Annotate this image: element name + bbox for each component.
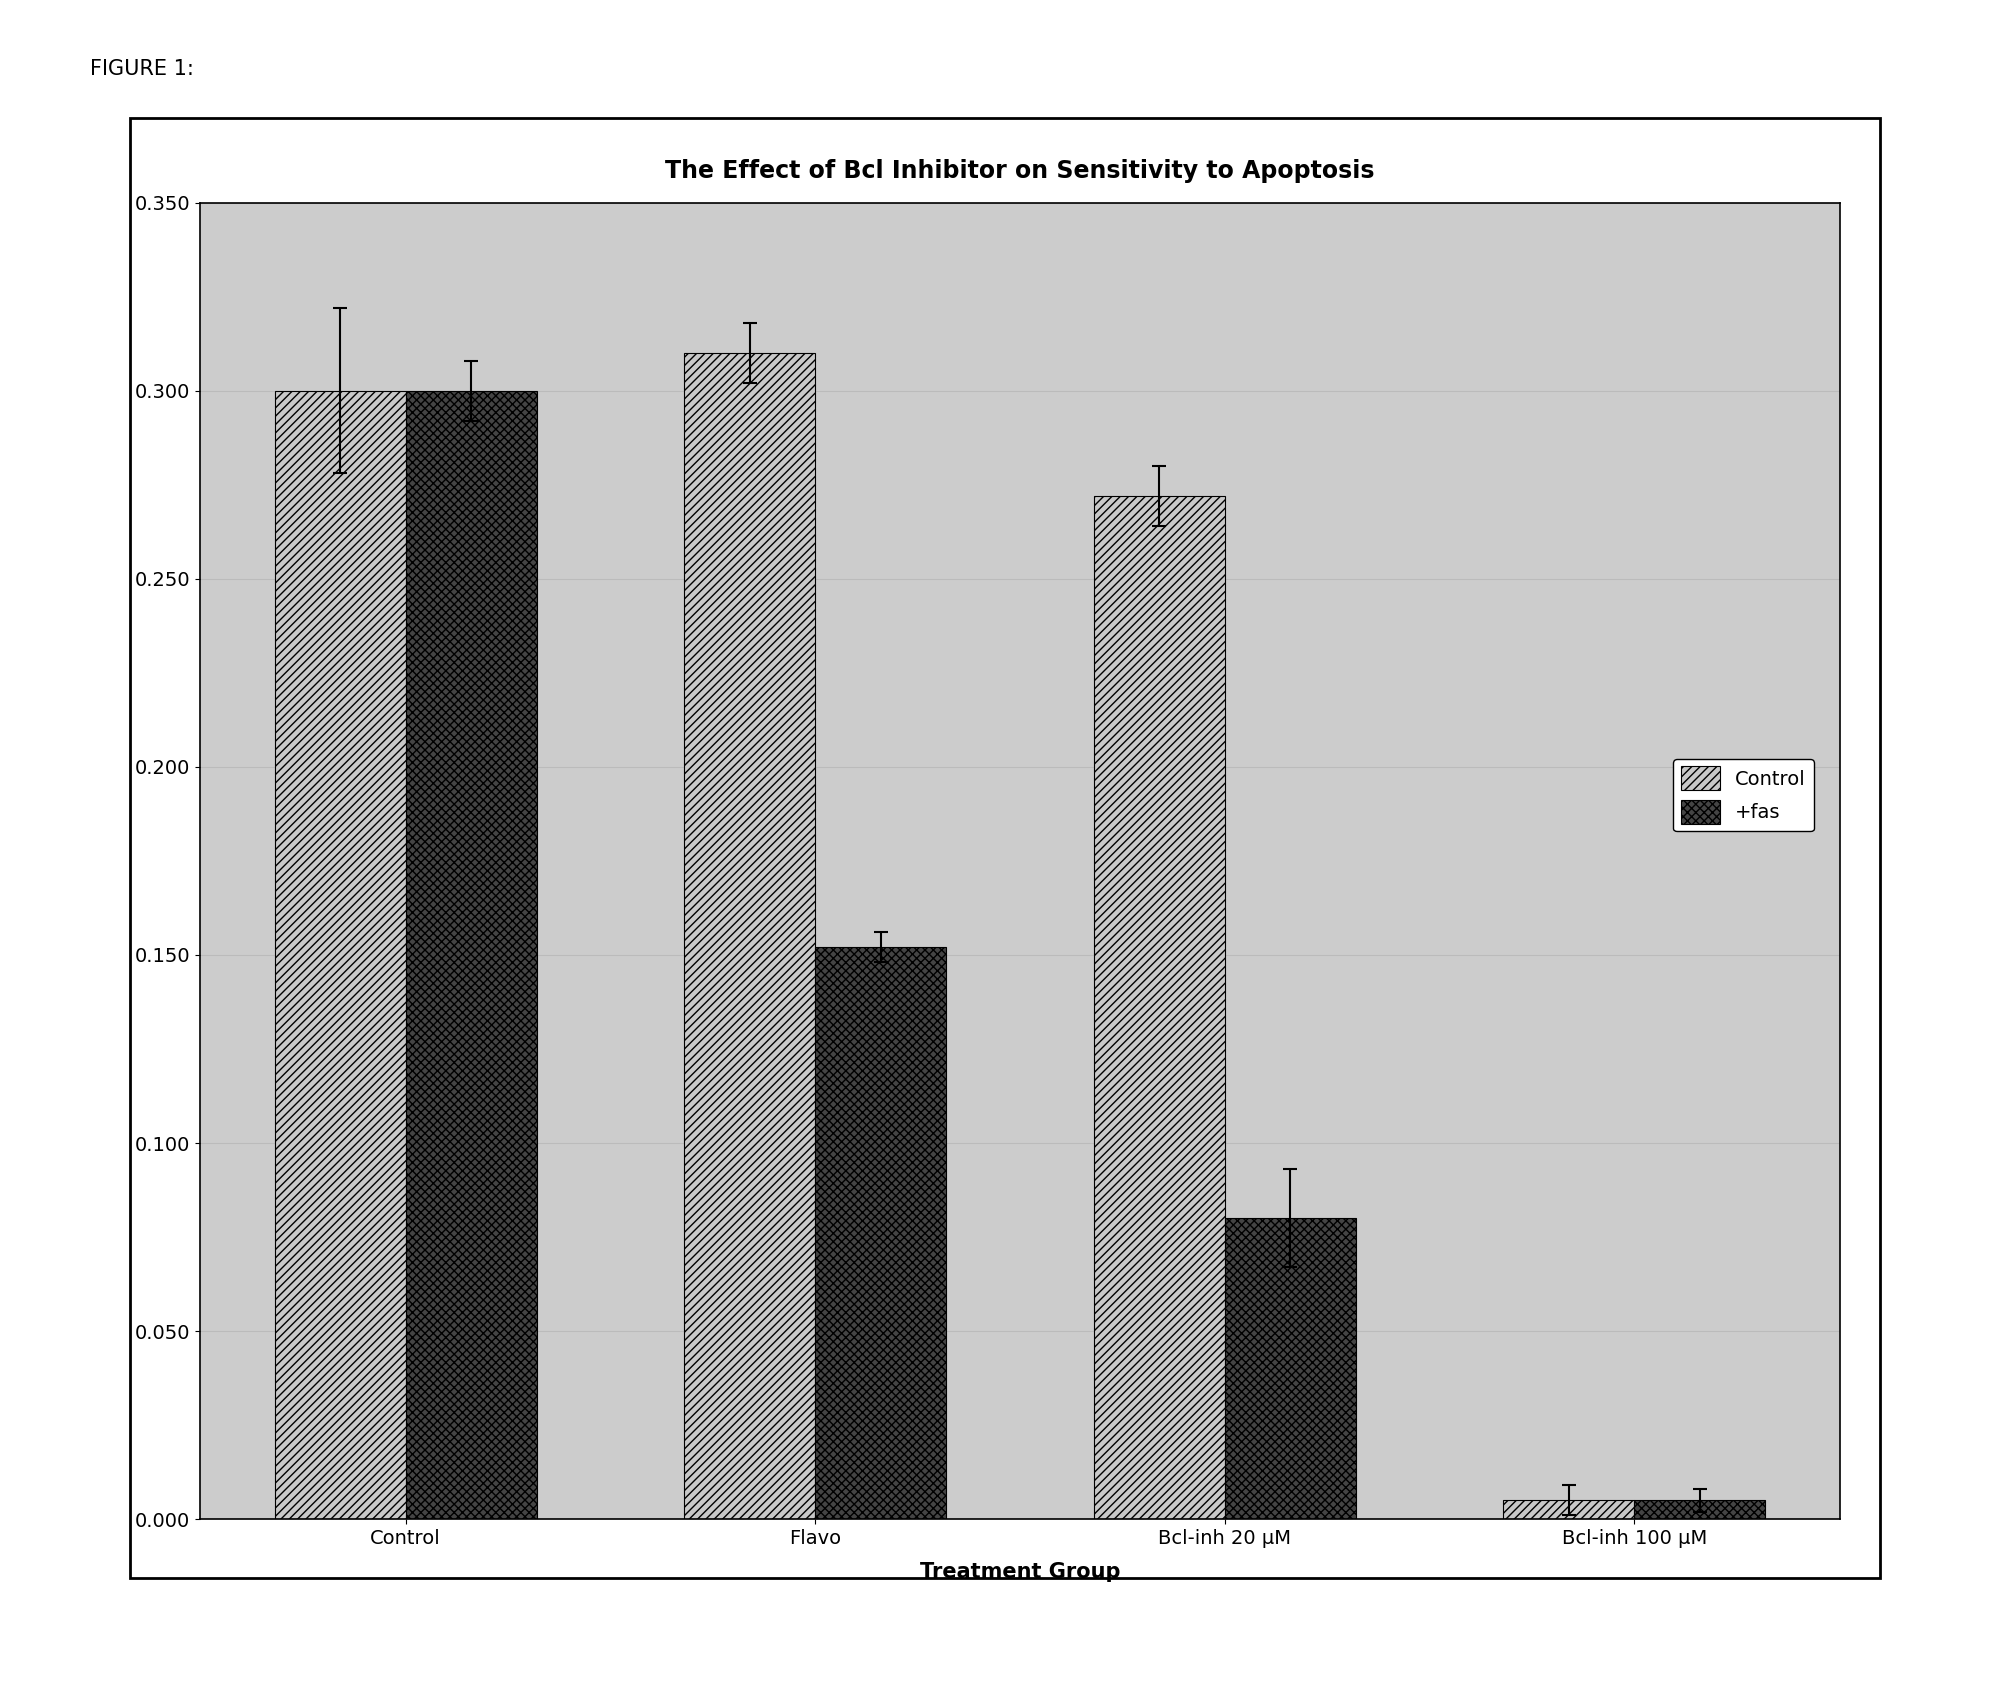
Text: FIGURE 1:: FIGURE 1: bbox=[90, 59, 194, 79]
Title: The Effect of Bcl Inhibitor on Sensitivity to Apoptosis: The Effect of Bcl Inhibitor on Sensitivi… bbox=[666, 159, 1374, 182]
X-axis label: Treatment Group: Treatment Group bbox=[920, 1561, 1120, 1582]
Bar bbox=[684, 353, 816, 1519]
Bar bbox=[1094, 496, 1224, 1519]
Bar bbox=[1504, 1501, 1634, 1519]
Legend: Control, +fas: Control, +fas bbox=[1674, 758, 1814, 832]
Bar bbox=[406, 390, 536, 1519]
Bar bbox=[274, 390, 406, 1519]
Bar bbox=[816, 947, 946, 1519]
Bar bbox=[1224, 1219, 1356, 1519]
Bar bbox=[1634, 1501, 1766, 1519]
